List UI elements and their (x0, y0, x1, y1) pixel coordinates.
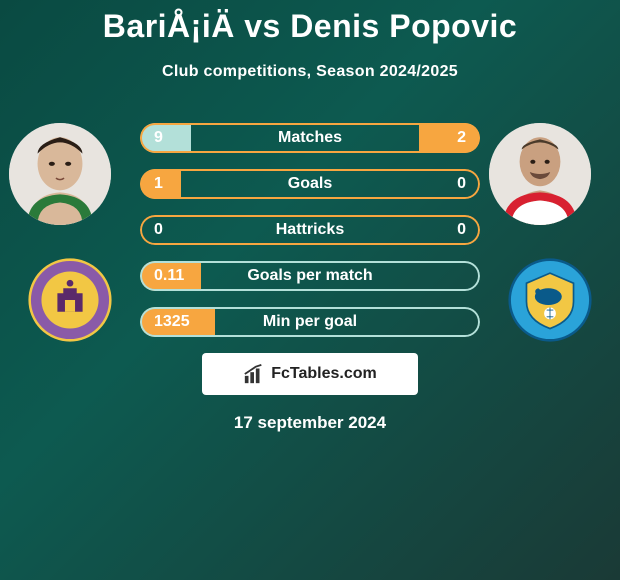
player-right-avatar (489, 123, 591, 225)
stat-value-right: 2 (457, 129, 466, 147)
stat-value-right: 0 (457, 221, 466, 239)
stats-container: 9Matches21Goals00Hattricks00.11Goals per… (140, 123, 480, 337)
stat-row: 9Matches2 (140, 123, 480, 153)
stat-row: 0.11Goals per match (140, 261, 480, 291)
stat-row: 0Hattricks0 (140, 215, 480, 245)
stat-row: 1325Min per goal (140, 307, 480, 337)
stat-label: Matches (140, 129, 480, 147)
player-left-avatar (9, 123, 111, 225)
stat-label: Goals per match (140, 267, 480, 285)
page-title: BariÅ¡iÄ vs Denis Popovic (0, 0, 620, 45)
comparison-area: 9Matches21Goals00Hattricks00.11Goals per… (0, 123, 620, 433)
club-left-badge (28, 258, 112, 342)
subtitle: Club competitions, Season 2024/2025 (0, 63, 620, 81)
comparison-date: 17 september 2024 (0, 413, 620, 433)
stat-row: 1Goals0 (140, 169, 480, 199)
stat-value-right: 0 (457, 175, 466, 193)
club-right-badge (508, 258, 592, 342)
fctables-badge: FcTables.com (202, 353, 418, 395)
stat-label: Min per goal (140, 313, 480, 331)
fctables-chart-icon (243, 363, 265, 385)
stat-label: Goals (140, 175, 480, 193)
fctables-label: FcTables.com (271, 365, 377, 383)
stat-label: Hattricks (140, 221, 480, 239)
